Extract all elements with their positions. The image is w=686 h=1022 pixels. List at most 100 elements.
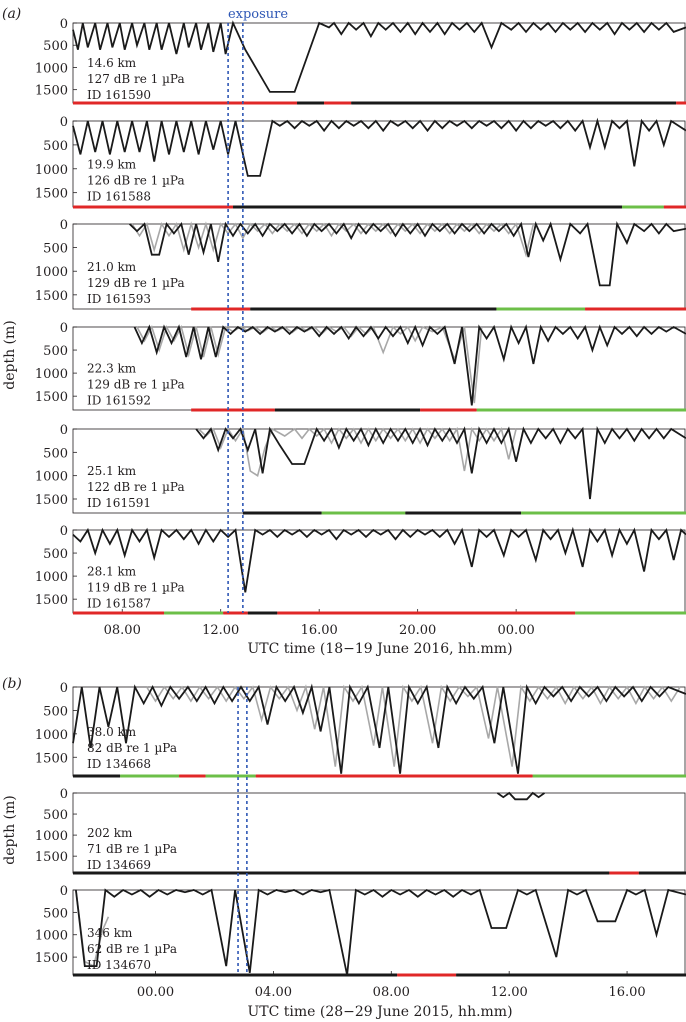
tag-info-line: 25.1 km bbox=[87, 464, 137, 478]
tag-info-line: 129 dB re 1 µPa bbox=[87, 276, 185, 290]
subplot-a2: 0 500 1000 1500 19.9 km 126 dB re 1 µPa ID 161… bbox=[35, 115, 686, 209]
x-tick-label: 12.00 bbox=[491, 985, 528, 1000]
tag-info-line: 346 km bbox=[87, 926, 133, 940]
subplot-frame bbox=[72, 792, 686, 874]
y-tick-label: 0 bbox=[60, 423, 68, 438]
x-axis-label-b: UTC time (28−29 June 2015, hh.mm) bbox=[247, 1004, 512, 1020]
y-tick-label: 1500 bbox=[35, 951, 68, 966]
y-tick-label: 500 bbox=[43, 547, 68, 562]
y-tick-label: 1500 bbox=[35, 850, 68, 865]
y-tick-label: 0 bbox=[60, 321, 68, 336]
tag-info-line: 19.9 km bbox=[87, 157, 137, 171]
x-tick-label: 16.00 bbox=[301, 623, 338, 638]
tag-info-line: ID 161588 bbox=[87, 189, 151, 203]
tag-info-line: ID 134668 bbox=[87, 757, 151, 771]
y-tick-label: 0 bbox=[60, 787, 68, 802]
subplot-b1: 0 500 1000 1500 38.0 km 82 dB re 1 µPa ID 1346… bbox=[35, 681, 686, 778]
tag-info-line: 14.6 km bbox=[87, 56, 137, 70]
dive-profile bbox=[133, 324, 686, 406]
x-tick-label: 20.00 bbox=[399, 623, 436, 638]
x-tick-label: 04.00 bbox=[255, 985, 292, 1000]
y-tick-label: 1500 bbox=[35, 593, 68, 608]
y-tick-label: 1000 bbox=[35, 829, 68, 844]
y-tick-label: 1000 bbox=[35, 728, 68, 743]
y-tick-label: 1000 bbox=[35, 470, 68, 485]
y-axis-label-b: depth (m) bbox=[2, 795, 18, 865]
tag-info-line: 126 dB re 1 µPa bbox=[87, 173, 185, 187]
y-tick-label: 0 bbox=[60, 218, 68, 233]
y-tick-label: 1500 bbox=[35, 187, 68, 202]
y-tick-label: 1000 bbox=[35, 929, 68, 944]
y-tick-label: 500 bbox=[43, 446, 68, 461]
tag-info-line: 119 dB re 1 µPa bbox=[87, 581, 185, 595]
x-tick-label: 00.00 bbox=[137, 985, 174, 1000]
subplot-a4: 0 500 1000 1500 22.3 km 129 dB re 1 µPa ID 161… bbox=[35, 321, 686, 412]
tag-info-line: ID 161592 bbox=[87, 394, 151, 408]
subplot-b3: 0 500 1000 1500 00.00 04.00 08.00 12.00 16.00 346… bbox=[35, 884, 686, 1000]
y-tick-label: 1000 bbox=[35, 367, 68, 382]
y-tick-label: 500 bbox=[43, 39, 68, 54]
x-tick-label: 08.00 bbox=[373, 985, 410, 1000]
y-tick-label: 1500 bbox=[35, 289, 68, 304]
subplot-b2: 0 500 1000 1500 202 km 71 dB re 1 µPa ID 13466… bbox=[35, 787, 686, 875]
dive-profile bbox=[195, 425, 686, 500]
subplot-frame bbox=[72, 889, 686, 976]
y-tick-label: 500 bbox=[43, 344, 68, 359]
y-tick-label: 1000 bbox=[35, 265, 68, 280]
subplot-a1: 0 500 1000 1500 14.6 km 127 dB re 1 µPa ID 161… bbox=[35, 17, 686, 105]
tag-info-line: 129 dB re 1 µPa bbox=[87, 378, 185, 392]
tag-info-line: 202 km bbox=[87, 826, 133, 840]
y-tick-label: 0 bbox=[60, 115, 68, 130]
x-axis-label-a: UTC time (18−19 June 2016, hh.mm) bbox=[247, 641, 512, 657]
y-tick-label: 0 bbox=[60, 681, 68, 696]
dive-profile bbox=[72, 683, 686, 774]
y-tick-label: 1500 bbox=[35, 84, 68, 99]
y-tick-label: 0 bbox=[60, 524, 68, 539]
tag-info-line: 127 dB re 1 µPa bbox=[87, 72, 185, 86]
dive-profile bbox=[128, 220, 686, 287]
tag-info-line: ID 161587 bbox=[87, 597, 151, 611]
y-tick-label: 1500 bbox=[35, 493, 68, 508]
tag-info-line: ID 161593 bbox=[87, 292, 151, 306]
dive-profile bbox=[75, 888, 686, 976]
tag-info-line: ID 161591 bbox=[87, 496, 151, 510]
y-tick-label: 1500 bbox=[35, 751, 68, 766]
dive-profile-secondary bbox=[131, 221, 535, 258]
tag-info-line: ID 134670 bbox=[87, 958, 151, 972]
dive-profile-secondary bbox=[198, 426, 517, 477]
dive-profile-secondary bbox=[146, 684, 681, 767]
tag-info-line: 62 dB re 1 µPa bbox=[87, 942, 177, 956]
y-tick-label: 0 bbox=[60, 17, 68, 32]
y-axis-label: depth (m) bbox=[2, 320, 18, 390]
y-tick-label: 500 bbox=[43, 808, 68, 823]
tag-info-line: 28.1 km bbox=[87, 565, 137, 579]
y-tick-label: 0 bbox=[60, 884, 68, 899]
dive-profile bbox=[72, 117, 686, 177]
dive-profile bbox=[72, 20, 686, 93]
subplot-a3: 0 500 1000 1500 21.0 km 129 dB re 1 µPa ID 161… bbox=[35, 218, 686, 311]
y-tick-label: 500 bbox=[43, 906, 68, 921]
tag-info-line: 21.0 km bbox=[87, 260, 137, 274]
tag-info-line: 82 dB re 1 µPa bbox=[87, 741, 177, 755]
tag-info-line: ID 161590 bbox=[87, 88, 151, 102]
tag-info-line: 71 dB re 1 µPa bbox=[87, 842, 177, 856]
y-tick-label: 1000 bbox=[35, 163, 68, 178]
tag-info-line: 122 dB re 1 µPa bbox=[87, 480, 185, 494]
tag-info-line: 38.0 km bbox=[87, 725, 137, 739]
y-tick-label: 500 bbox=[43, 704, 68, 719]
panel-b-label: (b) bbox=[2, 676, 22, 692]
tag-info-line: 22.3 km bbox=[87, 362, 137, 376]
dive-profile bbox=[496, 791, 546, 801]
y-tick-label: 500 bbox=[43, 242, 68, 257]
x-tick-label: 12.00 bbox=[202, 623, 239, 638]
x-tick-label: 00.00 bbox=[498, 623, 535, 638]
y-tick-label: 1000 bbox=[35, 61, 68, 76]
x-tick-label: 08.00 bbox=[104, 623, 141, 638]
dive-profile bbox=[72, 526, 686, 593]
panel-a-label: (a) bbox=[2, 6, 21, 22]
exposure-label: exposure bbox=[228, 7, 288, 22]
subplot-a6: 0 500 1000 1500 08.00 12.00 16.00 20.00 00.00 28.… bbox=[35, 524, 686, 638]
subplot-frame bbox=[72, 529, 686, 614]
subplot-a5: 0 500 1000 1500 25.1 km 122 dB re 1 µPa ID 161… bbox=[35, 423, 686, 515]
